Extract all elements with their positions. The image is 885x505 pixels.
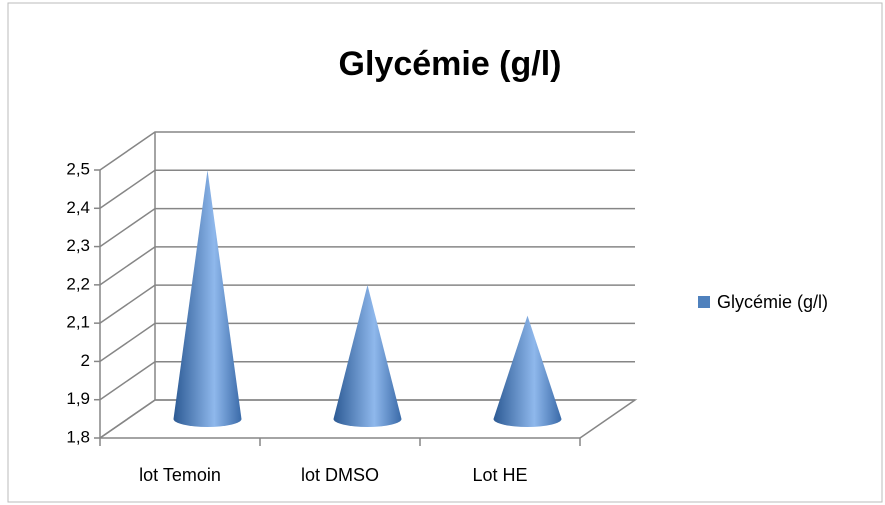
chart-title: Glycémie (g/l) [339, 45, 562, 83]
cone [173, 170, 242, 427]
grid-line [99, 207, 635, 248]
legend-label: Glycémie (g/l) [717, 292, 828, 312]
x-tick-label: lot Temoin [139, 465, 221, 485]
cone [493, 315, 562, 427]
cone [333, 285, 402, 427]
y-tick-label: 1,9 [66, 389, 90, 408]
grid-line [99, 284, 635, 324]
y-tick-label: 2,4 [66, 198, 90, 217]
y-tick-label: 2 [81, 351, 90, 370]
y-tick-label: 2,5 [66, 159, 90, 178]
y-tick-label: 2,2 [66, 274, 90, 293]
chart-frame [7, 2, 883, 503]
grid-line [99, 399, 635, 439]
grid-line [99, 246, 635, 286]
grid-line [99, 169, 635, 209]
x-tick-label: lot DMSO [301, 465, 379, 485]
y-tick-label: 2,1 [66, 313, 90, 332]
y-tick-label: 1,8 [66, 427, 90, 446]
x-tick-label: Lot HE [472, 465, 527, 485]
legend-swatch [698, 296, 710, 308]
grid-line [99, 360, 635, 401]
grid-line [99, 322, 635, 363]
grid-line [99, 131, 635, 171]
y-tick-label: 2,3 [66, 236, 90, 255]
